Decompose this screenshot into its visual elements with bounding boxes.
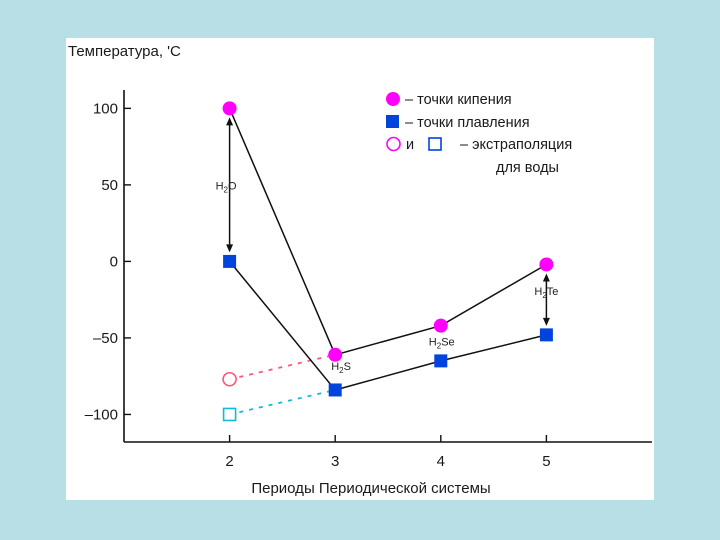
legend-extrap-label-2: для воды <box>496 160 559 176</box>
x-tick-label: 4 <box>437 453 445 470</box>
legend-boiling-label: – точки кипения <box>405 92 512 108</box>
chart-svg: Температура, 'С 100 50 0 –50 –100 2 3 4 5 H2O H2… <box>68 43 652 497</box>
y-tick-label: 100 <box>93 100 118 117</box>
melting-point-marker <box>328 383 342 397</box>
legend-extrap-label: – экстраполяция <box>460 137 572 153</box>
x-axis-title: Периоды Периодической системы <box>251 480 490 497</box>
extrapolation-boiling-line <box>229 353 336 381</box>
y-tick-label: 0 <box>110 253 118 270</box>
y-tick-label: –100 <box>85 406 118 423</box>
boiling-point-marker <box>222 101 237 116</box>
extrapolation-melting-line <box>229 389 336 416</box>
y-tick-label: –50 <box>93 330 118 347</box>
y-axis-title: Температура, 'С <box>68 43 181 60</box>
legend-extrap-melting-marker <box>428 137 442 151</box>
arrow-head <box>542 317 550 326</box>
x-tick-label: 3 <box>331 453 339 470</box>
melting-series-line <box>229 260 547 391</box>
boiling-point-marker <box>539 257 554 272</box>
x-tick-label: 2 <box>225 453 233 470</box>
legend-extrap-boiling-marker <box>386 136 401 152</box>
molecule-label: H2Se <box>429 337 455 351</box>
molecule-label: H2O <box>216 180 237 194</box>
legend-melting-label: – точки плавления <box>405 115 530 131</box>
legend-extrap-and: и <box>406 137 414 153</box>
legend: – точки кипения – точки плавления и – эк… <box>386 92 572 176</box>
boiling-point-marker <box>433 318 448 333</box>
arrow-head <box>226 117 234 126</box>
boiling-point-marker <box>328 347 343 362</box>
x-tick-label: 5 <box>542 453 550 470</box>
y-tick-label: 50 <box>101 177 118 194</box>
chart-panel: Температура, 'С 100 50 0 –50 –100 2 3 4 5 H2O H2… <box>66 38 654 500</box>
melting-point-marker <box>223 254 237 268</box>
molecule-label: H2S <box>331 361 351 375</box>
extrapolated-melting-marker <box>222 407 237 422</box>
boiling-series-line <box>228 108 547 356</box>
melting-point-marker <box>434 354 448 368</box>
arrow-head <box>542 273 550 282</box>
molecule-label: H2Te <box>534 286 558 300</box>
extrapolated-boiling-marker <box>222 371 237 387</box>
melting-point-marker <box>539 328 553 342</box>
legend-boiling-marker <box>386 92 400 106</box>
arrow-head <box>226 244 234 253</box>
legend-melting-marker <box>386 115 399 128</box>
